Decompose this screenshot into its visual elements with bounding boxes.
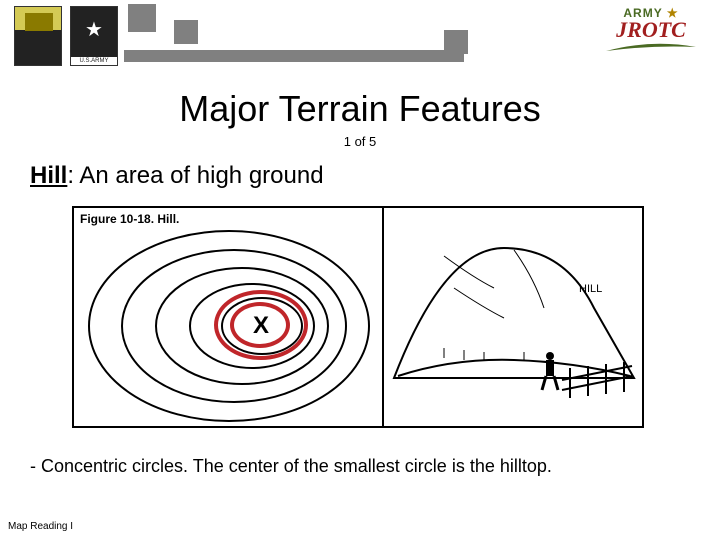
figure-hill: Figure 10-18. Hill. X: [72, 206, 644, 428]
decoration-square-3: [444, 30, 468, 54]
definition-colon: :: [67, 162, 74, 189]
badge-leadership-excellence: [14, 6, 62, 66]
page-title: Major Terrain Features: [0, 88, 720, 130]
decoration-bar: [124, 50, 464, 62]
header: ★ U.S.ARMY ARMY ★ JROTC: [0, 0, 720, 78]
logo-swoosh-icon: [606, 43, 696, 53]
definition-term: Hill: [30, 162, 67, 189]
hill-label: HILL: [579, 283, 602, 295]
badge-us-army-label: U.S.ARMY: [71, 57, 117, 65]
definition-rest: An area of high ground: [74, 162, 324, 189]
hill-illustration: HILL: [384, 208, 644, 426]
jrotc-logo: ARMY ★ JROTC: [596, 6, 706, 58]
star-icon: ★: [85, 17, 103, 42]
decoration-square-1: [128, 4, 156, 32]
definition-line: Hill: An area of high ground: [30, 162, 324, 190]
badge-us-army: ★ U.S.ARMY: [70, 6, 118, 66]
bullet-text: - Concentric circles. The center of the …: [30, 454, 690, 479]
logo-jrotc-text: JROTC: [596, 20, 706, 40]
page-counter: 1 of 5: [0, 134, 720, 149]
footer-text: Map Reading I: [8, 521, 73, 532]
hilltop-x-mark: X: [253, 312, 269, 340]
decoration-square-2: [174, 20, 198, 44]
